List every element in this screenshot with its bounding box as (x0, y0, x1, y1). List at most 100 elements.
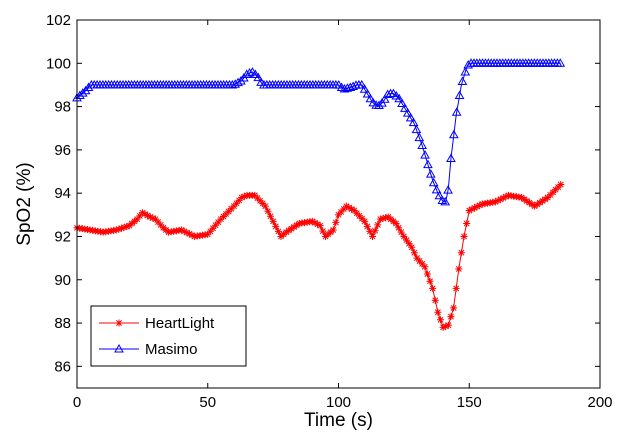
data-point-heartlight (538, 197, 546, 205)
data-point-heartlight (285, 226, 293, 234)
data-point-heartlight (418, 260, 426, 268)
data-point-heartlight (431, 296, 439, 304)
data-point-heartlight (557, 181, 565, 189)
data-point-masimo (405, 112, 416, 122)
data-point-heartlight (405, 240, 413, 248)
data-point-masimo (428, 177, 439, 187)
data-point-heartlight (144, 212, 152, 220)
data-point-masimo (411, 124, 422, 134)
legend-box (90, 305, 247, 367)
y-tick-label: 86 (54, 358, 71, 375)
data-point-heartlight (238, 194, 246, 202)
data-point-heartlight (491, 198, 499, 206)
data-point-heartlight (355, 212, 363, 220)
data-point-heartlight (379, 214, 387, 222)
data-point-heartlight (457, 249, 465, 257)
data-point-heartlight (423, 270, 431, 278)
data-point-heartlight (444, 321, 452, 329)
data-point-masimo (448, 129, 459, 139)
data-point-heartlight (421, 263, 429, 271)
data-point-masimo (339, 84, 350, 93)
data-point-masimo (75, 90, 85, 100)
data-point-masimo (400, 103, 410, 112)
data-point-heartlight (353, 209, 361, 217)
data-point-heartlight (413, 254, 421, 262)
data-point-heartlight (267, 212, 275, 220)
data-point-heartlight (335, 211, 342, 219)
data-point-heartlight (180, 227, 188, 235)
data-point-heartlight (402, 236, 410, 244)
data-point-heartlight (541, 195, 549, 203)
data-point-heartlight (112, 226, 120, 234)
y-axis-title: SpO2 (%) (14, 162, 35, 245)
data-point-heartlight (468, 205, 476, 213)
data-point-heartlight (410, 249, 418, 257)
x-tick-label: 150 (457, 394, 482, 411)
x-axis-ticks: 0 50 100 150 200 (73, 20, 613, 411)
data-point-heartlight (395, 224, 403, 232)
data-point-heartlight (117, 224, 125, 232)
data-point-heartlight (157, 221, 165, 229)
data-point-heartlight (434, 308, 442, 316)
data-point-heartlight (120, 223, 128, 231)
data-point-heartlight (463, 219, 471, 227)
data-point-heartlight (528, 200, 536, 208)
data-point-heartlight (392, 219, 400, 227)
data-point-heartlight (206, 227, 214, 235)
data-point-heartlight (138, 209, 146, 217)
data-point-heartlight (146, 213, 154, 221)
data-point-heartlight (204, 230, 212, 238)
data-point-heartlight (185, 230, 193, 238)
x-tick-label: 200 (587, 394, 612, 411)
data-point-heartlight (533, 200, 541, 208)
data-point-heartlight (460, 232, 468, 240)
data-point-heartlight (350, 206, 358, 214)
data-point-heartlight (499, 194, 507, 202)
data-point-heartlight (316, 222, 324, 230)
data-point-masimo (457, 76, 468, 85)
data-point-heartlight (382, 214, 390, 222)
data-point-heartlight (494, 197, 502, 205)
data-point-heartlight (233, 199, 241, 207)
data-point-heartlight (439, 323, 447, 331)
data-point-heartlight (376, 215, 384, 223)
data-point-heartlight (546, 191, 554, 199)
data-point-heartlight (149, 214, 157, 222)
data-point-masimo (434, 190, 445, 200)
data-point-heartlight (523, 197, 531, 205)
data-point-heartlight (209, 224, 217, 232)
series-markers (72, 58, 566, 331)
data-point-masimo (440, 196, 451, 206)
data-point-heartlight (311, 219, 319, 227)
data-point-heartlight (290, 223, 298, 231)
y-tick-label: 88 (54, 315, 71, 332)
data-point-heartlight (230, 202, 238, 210)
legend-marker-heartlight (115, 319, 123, 327)
data-point-heartlight (549, 188, 557, 196)
data-point-heartlight (340, 205, 348, 213)
data-point-heartlight (188, 231, 196, 239)
data-point-heartlight (348, 205, 356, 213)
data-point-masimo (77, 88, 88, 97)
data-point-masimo (356, 79, 367, 89)
data-point-masimo (348, 81, 359, 90)
data-point-heartlight (536, 199, 544, 207)
data-point-masimo (431, 184, 442, 194)
data-point-heartlight (319, 227, 327, 235)
data-point-masimo (250, 69, 261, 79)
data-point-heartlight (329, 226, 337, 234)
data-point-heartlight (282, 228, 290, 236)
data-point-heartlight (363, 222, 371, 230)
data-point-masimo (365, 93, 376, 103)
legend-marker-masimo (114, 343, 124, 353)
data-point-masimo (342, 83, 353, 92)
data-point-heartlight (251, 191, 259, 199)
data-point-masimo (359, 84, 370, 93)
data-point-heartlight (115, 225, 123, 233)
data-point-masimo (555, 58, 566, 67)
data-point-heartlight (371, 227, 379, 235)
data-point-heartlight (259, 199, 267, 207)
data-point-masimo (454, 90, 465, 100)
x-tick-label: 50 (199, 394, 216, 411)
data-point-heartlight (400, 232, 408, 240)
